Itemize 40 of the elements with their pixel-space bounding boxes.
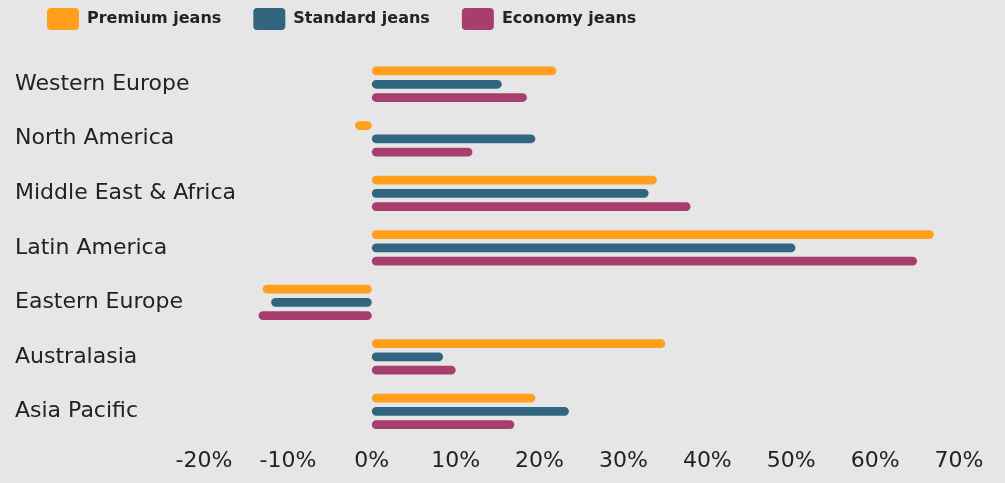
y-tick-label: Australasia xyxy=(15,342,138,368)
bar xyxy=(371,406,569,416)
x-tick-label: 30% xyxy=(598,446,648,472)
x-tick-label: 70% xyxy=(934,446,984,472)
bar xyxy=(371,79,502,89)
bar xyxy=(371,175,657,185)
bar xyxy=(371,147,473,157)
x-tick-label: 20% xyxy=(515,446,565,472)
bar xyxy=(371,66,557,76)
bar xyxy=(371,393,536,403)
bar xyxy=(371,365,456,375)
x-tick-label: 50% xyxy=(766,446,816,472)
y-tick-label: North America xyxy=(15,124,175,150)
legend-label: Premium jeans xyxy=(87,8,222,28)
bar xyxy=(271,297,372,307)
bar xyxy=(371,188,649,198)
y-tick-label: Latin America xyxy=(15,233,168,259)
legend-label: Standard jeans xyxy=(293,8,430,28)
bar xyxy=(258,311,372,320)
bar xyxy=(371,256,918,266)
x-tick-label: 40% xyxy=(682,446,732,472)
bar xyxy=(371,352,444,362)
bar xyxy=(371,243,796,253)
x-tick-label: -10% xyxy=(259,446,317,472)
y-tick-label: Asia Pacific xyxy=(15,397,139,423)
legend-label: Economy jeans xyxy=(501,8,637,28)
bar xyxy=(371,93,527,102)
bar xyxy=(371,420,515,429)
y-tick-label: Middle East & Africa xyxy=(15,179,237,204)
bar xyxy=(371,339,666,348)
x-tick-label: -20% xyxy=(175,446,233,472)
bar xyxy=(371,230,934,239)
bar xyxy=(371,202,691,211)
bar xyxy=(262,284,372,294)
x-tick-label: 60% xyxy=(850,446,900,472)
x-tick-label: 10% xyxy=(431,446,481,472)
bar xyxy=(371,134,536,144)
x-tick-label: 0% xyxy=(354,446,390,472)
y-tick-label: Eastern Europe xyxy=(15,288,183,314)
y-tick-label: Western Europe xyxy=(15,69,190,95)
